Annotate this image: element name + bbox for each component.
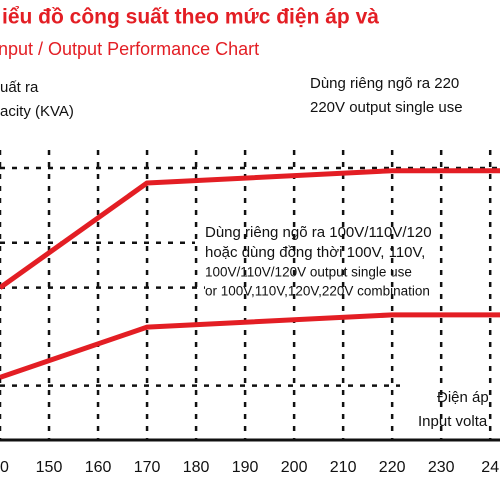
y-axis-label: acity (KVA) xyxy=(0,103,74,120)
x-tick-label: 210 xyxy=(330,459,357,476)
x-tick-label: 190 xyxy=(232,459,259,476)
annotation: 100V/110V/120V output single use xyxy=(205,265,412,280)
annotation: hoặc dùng đồng thời 100V, 110V, xyxy=(205,244,425,261)
x-tick-label: 170 xyxy=(134,459,161,476)
x-tick-label: 150 xyxy=(36,459,63,476)
x-tick-label: 230 xyxy=(428,459,455,476)
x-tick-label: 160 xyxy=(85,459,112,476)
y-axis-label: uất ra xyxy=(0,79,39,96)
data-line xyxy=(0,312,500,380)
annotation: or 100V,110V,120V,220V combination xyxy=(205,284,430,299)
x-axis-label: Input volta xyxy=(418,413,488,430)
x-axis-label: Điện áp xyxy=(437,389,489,406)
x-tick-label: 24 xyxy=(481,459,499,476)
chart-subtitle: nput / Output Performance Chart xyxy=(0,39,259,59)
annotation: Dùng riêng ngõ ra 220 xyxy=(310,75,459,92)
data-line xyxy=(0,168,500,290)
x-tick-label: 40 xyxy=(0,459,9,476)
annotation: 220V output single use xyxy=(310,99,463,116)
chart-title: iểu đồ công suất theo mức điện áp và xyxy=(2,6,379,29)
x-tick-label: 180 xyxy=(183,459,210,476)
x-tick-label: 200 xyxy=(281,459,308,476)
annotation: Dùng riêng ngõ ra 100V/110V/120 xyxy=(205,224,432,241)
x-tick-label: 220 xyxy=(379,459,406,476)
